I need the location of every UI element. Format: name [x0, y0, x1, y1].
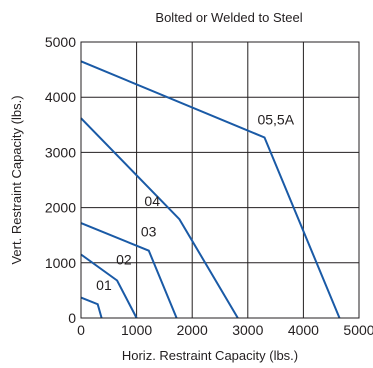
y-tick-label: 0: [68, 310, 76, 326]
x-axis-title: Horiz. Restraint Capacity (lbs.): [122, 348, 298, 363]
y-tick-label: 5000: [45, 34, 76, 50]
series-line-03: [80, 222, 178, 319]
series-label-03: 03: [141, 224, 157, 240]
y-tick-label: 4000: [45, 89, 76, 105]
series-label-02: 02: [116, 251, 132, 267]
series-label-04: 04: [144, 193, 160, 209]
series-line-04: [80, 117, 239, 319]
series-line-05-5a: [80, 60, 341, 319]
plot-frame: [80, 41, 360, 319]
grid: [81, 42, 359, 318]
x-tick-label: 5000: [343, 322, 373, 338]
x-tick-label: 1000: [121, 322, 152, 338]
chart-title: Bolted or Welded to Steel: [155, 10, 302, 25]
series-label-05-5a: 05,5A: [257, 111, 294, 127]
y-axis-title: Vert. Restraint Capacity (lbs.): [9, 95, 24, 264]
series-line-01: [80, 296, 103, 319]
y-tick-labels: 0 1000 2000 3000 4000 5000: [45, 34, 76, 326]
x-tick-label: 2000: [177, 322, 208, 338]
x-tick-label: 3000: [232, 322, 263, 338]
series-label-01: 01: [96, 277, 112, 293]
x-tick-labels: 0 1000 2000 3000 4000 5000: [77, 322, 373, 338]
series-line-02: [80, 253, 138, 319]
y-tick-label: 1000: [45, 255, 76, 271]
x-tick-label: 0: [77, 322, 85, 338]
series-group: [80, 60, 341, 319]
y-tick-label: 3000: [45, 144, 76, 160]
y-tick-label: 2000: [45, 200, 76, 216]
x-tick-label: 4000: [288, 322, 319, 338]
